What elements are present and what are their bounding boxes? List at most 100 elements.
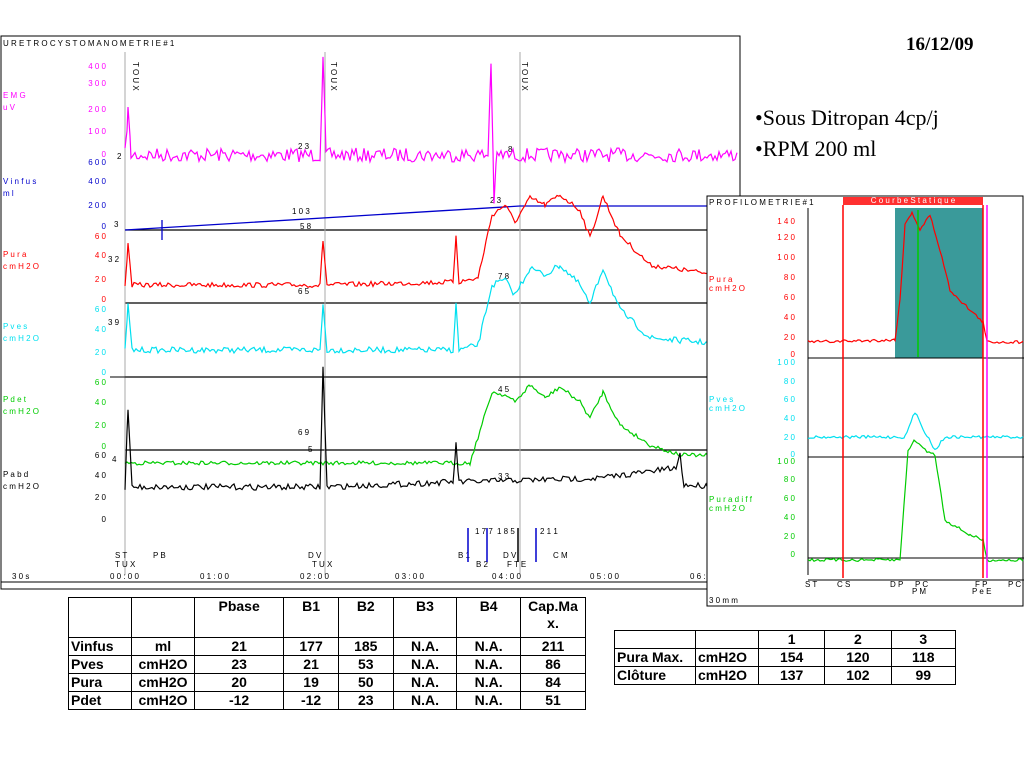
cell: 177 <box>283 637 339 656</box>
label: D P <box>890 580 903 589</box>
label: 0 <box>791 350 796 359</box>
label: 3 0 m m <box>709 596 738 605</box>
label: C o u r b e S t a t i q u e <box>871 196 956 205</box>
cell: Pura <box>68 673 132 692</box>
label: 8 <box>508 145 513 154</box>
header-cell: B3 <box>392 597 458 638</box>
cell: 137 <box>757 666 826 685</box>
label: 4 0 <box>95 398 107 407</box>
label: T O U X <box>131 62 140 91</box>
cell: N.A. <box>456 655 521 674</box>
cell: cmH2O <box>131 655 195 674</box>
label: P e E <box>972 587 991 596</box>
label: 1 0 0 <box>777 358 795 367</box>
cell: N.A. <box>456 637 521 656</box>
label: 2 0 <box>95 275 107 284</box>
bullet-text: Sous Ditropan 4cp/j <box>762 105 939 130</box>
cell: 21 <box>283 655 339 674</box>
label: B 1 <box>458 551 471 560</box>
label: 4 0 0 <box>88 177 106 186</box>
date: 16/12/09 <box>906 34 974 55</box>
cell: Pves <box>68 655 132 674</box>
label: c m H 2 O <box>3 262 39 271</box>
row: Pura Max. cmH2O 154 120 118 <box>614 648 956 667</box>
label: 2 3 <box>490 196 502 205</box>
label: P C <box>915 580 928 589</box>
label: 2 0 <box>95 493 107 502</box>
bullets: •Sous Ditropan 4cp/j •RPM 200 ml <box>755 102 939 164</box>
label: 2 0 <box>95 348 107 357</box>
cell: 99 <box>890 666 956 685</box>
label: S T <box>115 551 127 560</box>
label: C M <box>553 551 568 560</box>
label: c m H 2 O <box>709 504 745 513</box>
label: 4 0 <box>95 325 107 334</box>
pura-trace <box>124 194 737 289</box>
cell: 23 <box>337 691 394 710</box>
cell: cmH2O <box>695 666 759 685</box>
bullet-text: RPM 200 ml <box>762 136 877 161</box>
label: 6 0 <box>784 395 796 404</box>
label: 0 <box>102 150 107 159</box>
label: 6 0 <box>784 494 796 503</box>
band-header <box>843 197 983 205</box>
label: 1 0 0 <box>88 127 106 136</box>
pves-trace <box>124 264 737 355</box>
label: 0 <box>102 515 107 524</box>
label: 0 4 : 0 0 <box>492 572 521 581</box>
header-cell: Pbase <box>193 597 285 638</box>
cell: 50 <box>337 673 394 692</box>
label: 4 0 0 <box>88 62 106 71</box>
label: P u r a <box>709 275 733 284</box>
label: U R E T R O C Y S T O M A N O M E T R I … <box>3 39 175 48</box>
label: m l <box>3 189 14 198</box>
cell: Clôture <box>614 666 696 685</box>
label: 2 3 <box>298 142 310 151</box>
label: 3 2 <box>108 255 120 264</box>
label: 4 0 <box>95 471 107 480</box>
cell: cmH2O <box>131 673 195 692</box>
label: 6 0 <box>95 451 107 460</box>
label: D V <box>503 551 517 560</box>
cell: 102 <box>824 666 892 685</box>
label: 1 8 5 <box>497 527 515 536</box>
cell: N.A. <box>392 637 458 656</box>
cell: 23 <box>193 655 285 674</box>
label: P M <box>912 587 926 596</box>
header-cell: B2 <box>337 597 394 638</box>
cell: Pdet <box>68 691 132 710</box>
cell: 19 <box>283 673 339 692</box>
label: 4 5 <box>498 385 510 394</box>
label: P v e s <box>709 395 733 404</box>
label: 1 4 0 <box>777 217 795 226</box>
row: Pves cmH2O 23 21 53 N.A. N.A. 86 <box>68 655 586 674</box>
cell: 84 <box>520 673 586 692</box>
label: 0 1 : 0 0 <box>200 572 229 581</box>
label: 5 8 <box>300 222 312 231</box>
label: T O U X <box>329 62 338 91</box>
label: P d e t <box>3 395 27 404</box>
header-cell: 2 <box>824 630 892 649</box>
pdet-trace <box>124 384 737 467</box>
label: 8 0 <box>784 377 796 386</box>
label: 2 0 <box>784 333 796 342</box>
header-cell: B1 <box>283 597 339 638</box>
label: 0 2 : 0 0 <box>300 572 329 581</box>
label: 7 8 <box>498 272 510 281</box>
label: 0 <box>102 368 107 377</box>
label: T O U X <box>520 62 529 91</box>
bullet: •Sous Ditropan 4cp/j <box>755 105 939 130</box>
cell: 154 <box>757 648 826 667</box>
label: 2 0 <box>784 433 796 442</box>
label: 2 0 <box>784 532 796 541</box>
label: 0 <box>102 222 107 231</box>
cell: cmH2O <box>131 691 195 710</box>
cell: 185 <box>337 637 394 656</box>
label: 5 <box>308 445 313 454</box>
label: c m H 2 O <box>3 407 39 416</box>
label: 8 0 <box>784 475 796 484</box>
label: 0 3 : 0 0 <box>395 572 424 581</box>
label: 0 <box>102 442 107 451</box>
label: 4 0 <box>784 513 796 522</box>
label: 6 0 <box>95 378 107 387</box>
